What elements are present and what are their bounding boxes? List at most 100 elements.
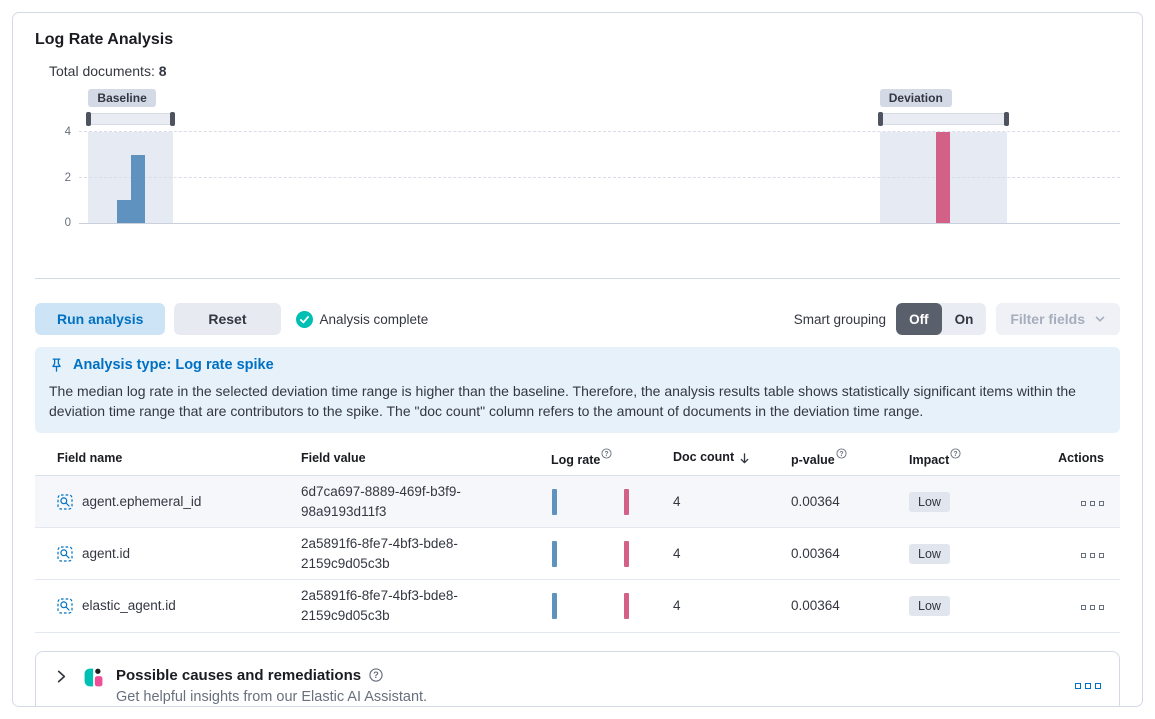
total-documents-label: Total documents: <box>49 63 155 79</box>
baseline-mini-bar <box>552 488 557 515</box>
analysis-status-label: Analysis complete <box>319 311 429 327</box>
pin-icon <box>52 357 61 372</box>
impact-badge: Low <box>909 595 950 616</box>
baseline-mini-bar <box>552 592 557 619</box>
reset-button[interactable]: Reset <box>174 303 281 335</box>
svg-text:?: ? <box>373 670 379 680</box>
check-circle-icon <box>295 310 313 328</box>
baseline-brush[interactable] <box>86 112 176 126</box>
field-name: agent.ephemeral_id <box>82 494 202 510</box>
doc-count-value: 4 <box>669 579 787 633</box>
total-documents-value: 8 <box>158 63 167 79</box>
smart-grouping-on[interactable]: On <box>954 311 974 327</box>
table-row[interactable]: elastic_agent.id 2a5891f6-8fe7-4bf3-bde8… <box>35 579 1120 633</box>
row-actions-button[interactable] <box>1081 605 1104 611</box>
controls-row: Run analysis Reset Analysis complete Sma… <box>35 303 1120 335</box>
svg-text:?: ? <box>954 451 958 458</box>
info-icon: ? <box>601 448 612 459</box>
doc-count-value: 4 <box>669 527 787 581</box>
log-rate-sparkline <box>551 540 651 568</box>
col-header-field-name[interactable]: Field name <box>35 441 297 477</box>
deviation-badge: Deviation <box>879 89 952 107</box>
help-icon[interactable]: ? <box>369 668 383 682</box>
field-value: 2a5891f6-8fe7-4bf3-bde8-2159c9d05c3b <box>301 588 458 623</box>
right-controls: Smart grouping Off On Filter fields <box>794 303 1120 335</box>
histogram-bar[interactable] <box>936 132 951 223</box>
table-row[interactable]: agent.ephemeral_id 6d7ca697-8889-469f-b3… <box>35 475 1120 529</box>
col-header-log-rate[interactable]: Log rate? <box>547 441 669 477</box>
histogram-bar[interactable] <box>116 200 131 223</box>
callout-body: The median log rate in the selected devi… <box>49 383 1076 419</box>
baseline-brush-handle-right[interactable] <box>170 112 176 126</box>
p-value: 0.00364 <box>787 527 905 581</box>
deviation-mini-bar <box>624 488 629 515</box>
sort-descending-icon <box>740 452 749 464</box>
field-value: 6d7ca697-8889-469f-b3f9-98a9193d11f3 <box>301 484 461 519</box>
baseline-badge: Baseline <box>88 89 156 107</box>
col-header-impact[interactable]: Impact? <box>905 441 1020 477</box>
search-in-field-icon[interactable] <box>57 598 73 614</box>
search-in-field-icon[interactable] <box>57 494 73 510</box>
deviation-brush-handle-right[interactable] <box>1003 112 1009 126</box>
col-header-field-value[interactable]: Field value <box>297 441 547 477</box>
histogram-plot[interactable]: 0 2 4 <box>65 126 1120 229</box>
accordion-actions-button[interactable] <box>1075 682 1101 689</box>
col-header-actions: Actions <box>1020 441 1120 477</box>
doc-count-value: 4 <box>669 475 787 529</box>
results-table: Field name Field value Log rate? Doc cou… <box>35 441 1120 633</box>
callout-title: Analysis type: Log rate spike <box>73 357 274 373</box>
deviation-mini-bar <box>624 540 629 567</box>
impact-badge: Low <box>909 491 950 512</box>
row-actions-button[interactable] <box>1081 553 1104 559</box>
deviation-brush[interactable] <box>877 112 1009 126</box>
h-gridline <box>79 176 1120 178</box>
deviation-brush-handle-left[interactable] <box>877 112 883 126</box>
possible-causes-accordion[interactable]: Possible causes and remediations ? Get h… <box>35 650 1120 706</box>
y-tick-label: 2 <box>64 171 71 184</box>
ai-assistant-icon <box>84 668 103 686</box>
col-header-p-value[interactable]: p-value? <box>787 441 905 477</box>
baseline-mini-bar <box>552 540 557 567</box>
total-documents: Total documents: 8 <box>49 63 1120 79</box>
accordion-title: Possible causes and remediations <box>116 666 362 684</box>
accordion-title-row: Possible causes and remediations ? <box>116 667 427 684</box>
search-in-field-icon[interactable] <box>57 546 73 562</box>
baseline-brush-handle-left[interactable] <box>86 112 92 126</box>
page-title: Log Rate Analysis <box>35 31 174 48</box>
h-gridline <box>79 131 1120 132</box>
accordion-text: Possible causes and remediations ? Get h… <box>116 667 427 705</box>
info-icon: ? <box>950 448 961 459</box>
p-value: 0.00364 <box>787 475 905 529</box>
brush-badge-row: Baseline Deviation <box>79 89 1120 108</box>
run-analysis-button[interactable]: Run analysis <box>35 303 166 335</box>
smart-grouping-off[interactable]: Off <box>896 303 942 335</box>
log-rate-sparkline <box>551 488 651 516</box>
p-value: 0.00364 <box>787 579 905 633</box>
histogram-bar[interactable] <box>130 154 145 223</box>
y-tick-label: 0 <box>64 217 71 229</box>
callout-title-row: Analysis type: Log rate spike <box>49 357 1106 373</box>
baseline-region <box>88 132 174 223</box>
svg-text:?: ? <box>605 451 609 458</box>
analysis-status: Analysis complete <box>295 310 429 328</box>
smart-grouping-toggle: Off On <box>896 303 987 335</box>
document-count-chart: Baseline Deviation 0 2 4 18:4818:4918:5018:… <box>47 89 1120 256</box>
row-actions-button[interactable] <box>1081 501 1104 507</box>
filter-fields-button[interactable]: Filter fields <box>996 303 1120 335</box>
y-tick-label: 4 <box>64 126 71 138</box>
col-header-doc-count[interactable]: Doc count <box>669 441 787 477</box>
table-row[interactable]: agent.id 2a5891f6-8fe7-4bf3-bde8-2159c9d… <box>35 527 1120 581</box>
brush-row <box>79 112 1120 127</box>
field-name: elastic_agent.id <box>82 598 176 614</box>
table-header-row: Field name Field value Log rate? Doc cou… <box>35 441 1120 477</box>
section-divider <box>35 278 1120 279</box>
field-value: 2a5891f6-8fe7-4bf3-bde8-2159c9d05c3b <box>301 536 458 571</box>
svg-text:?: ? <box>839 451 843 458</box>
info-icon: ? <box>836 448 847 459</box>
accordion-subtitle: Get helpful insights from our Elastic AI… <box>116 688 428 705</box>
field-name: agent.id <box>82 546 131 562</box>
analysis-type-callout: Analysis type: Log rate spike The median… <box>35 347 1120 433</box>
filter-fields-label: Filter fields <box>1010 311 1085 327</box>
chevron-right-icon[interactable] <box>54 669 69 684</box>
log-rate-analysis-panel: Log Rate Analysis Total documents: 8 Bas… <box>12 12 1143 707</box>
